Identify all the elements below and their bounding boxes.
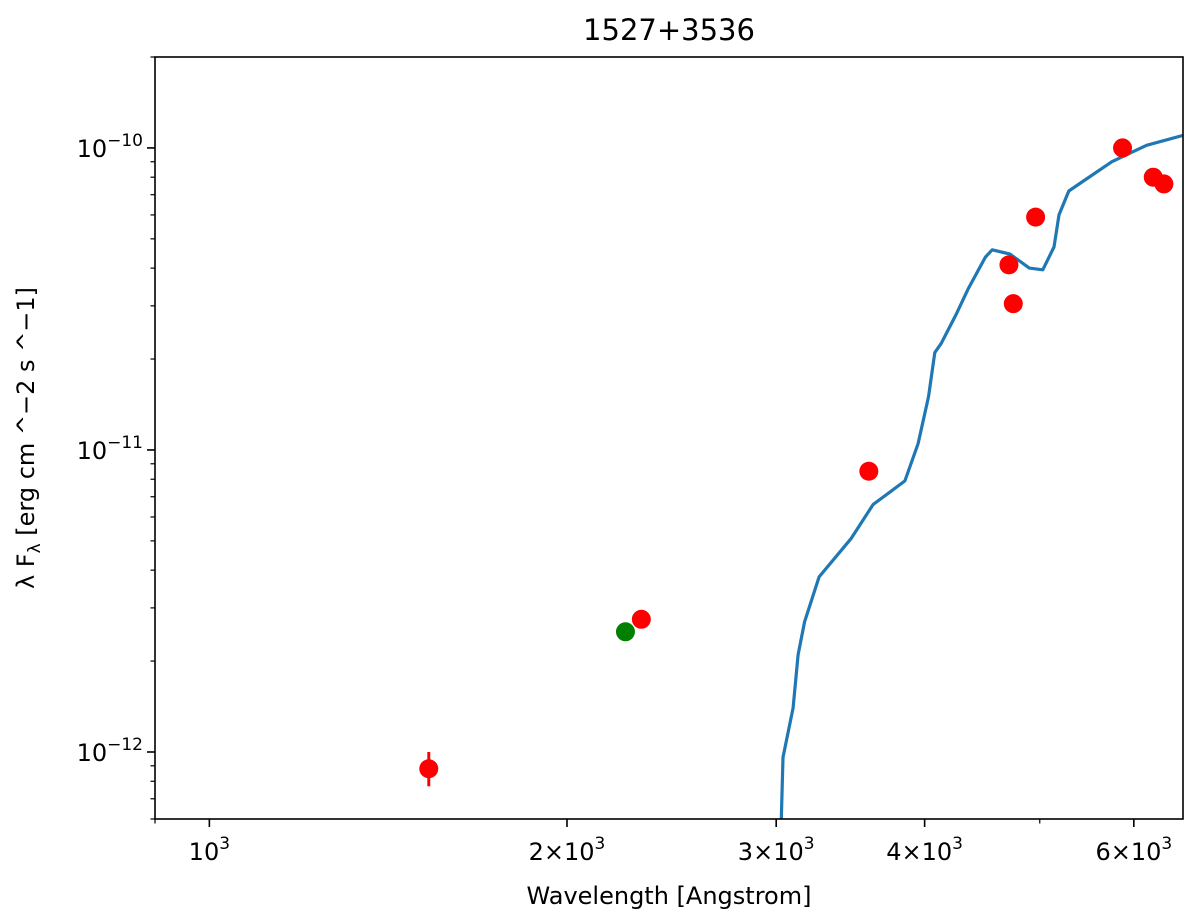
chart-title: 1527+3536	[583, 13, 755, 47]
x-tick-label: 2×103	[529, 834, 606, 866]
model-spectrum-line	[779, 133, 1183, 819]
x-tick-label: 3×103	[738, 834, 815, 866]
x-tick-mantissa: 4×	[886, 838, 921, 866]
data-point-1-1	[631, 609, 651, 629]
data-point-2-0	[615, 622, 635, 642]
data-point-1-8	[1154, 174, 1174, 194]
x-tick-label: 6×103	[1095, 834, 1172, 866]
x-tick-base: 10	[189, 838, 220, 866]
x-tick-exponent: 3	[595, 834, 606, 854]
x-axis: 103 2×103 3×103 4×103 6×103	[154, 819, 1172, 866]
x-tick-exponent: 3	[804, 834, 815, 854]
svg-text:λ Fλ [erg cm ^−2 s ^−1]: λ Fλ [erg cm ^−2 s ^−1]	[12, 287, 45, 589]
data-point-1-5	[1026, 207, 1046, 227]
plot-area	[154, 56, 1184, 820]
y-axis-label: λ Fλ [erg cm ^−2 s ^−1]	[12, 287, 45, 589]
y-tick-base: 10	[77, 739, 108, 767]
y-tick-label: 10−12	[77, 735, 143, 767]
data-point-1-6	[1113, 138, 1133, 158]
y-tick-base: 10	[77, 135, 108, 163]
y-axis-label-subscript: λ	[25, 543, 45, 553]
y-tick-exponent: −11	[107, 433, 143, 453]
plot-frame	[154, 56, 1184, 820]
x-tick-base: 10	[1131, 838, 1162, 866]
data-point-1-2	[859, 461, 879, 481]
x-tick-label: 4×103	[886, 834, 963, 866]
x-tick-label: 103	[189, 834, 230, 866]
data-point-1-3	[999, 255, 1019, 275]
x-tick-mantissa: 6×	[1095, 838, 1130, 866]
y-axis-label-units: [erg cm ^−2 s ^−1]	[12, 287, 40, 543]
series-layer	[419, 133, 1183, 819]
y-tick-label: 10−10	[77, 131, 143, 163]
y-tick-exponent: −10	[107, 131, 143, 151]
x-tick-base: 10	[773, 838, 804, 866]
x-axis-label: Wavelength [Angstrom]	[527, 882, 812, 910]
x-tick-exponent: 3	[1161, 834, 1172, 854]
x-tick-base: 10	[564, 838, 595, 866]
data-point-1-0	[419, 759, 439, 779]
x-tick-mantissa: 2×	[529, 838, 564, 866]
x-tick-mantissa: 3×	[738, 838, 773, 866]
y-tick-base: 10	[77, 437, 108, 465]
x-tick-exponent: 3	[219, 834, 230, 854]
x-tick-exponent: 3	[952, 834, 963, 854]
y-axis-label-prefix: λ F	[12, 553, 40, 589]
y-tick-exponent: −12	[107, 735, 143, 755]
x-tick-base: 10	[922, 838, 953, 866]
data-point-1-4	[1003, 294, 1023, 314]
y-tick-label: 10−11	[77, 433, 143, 465]
